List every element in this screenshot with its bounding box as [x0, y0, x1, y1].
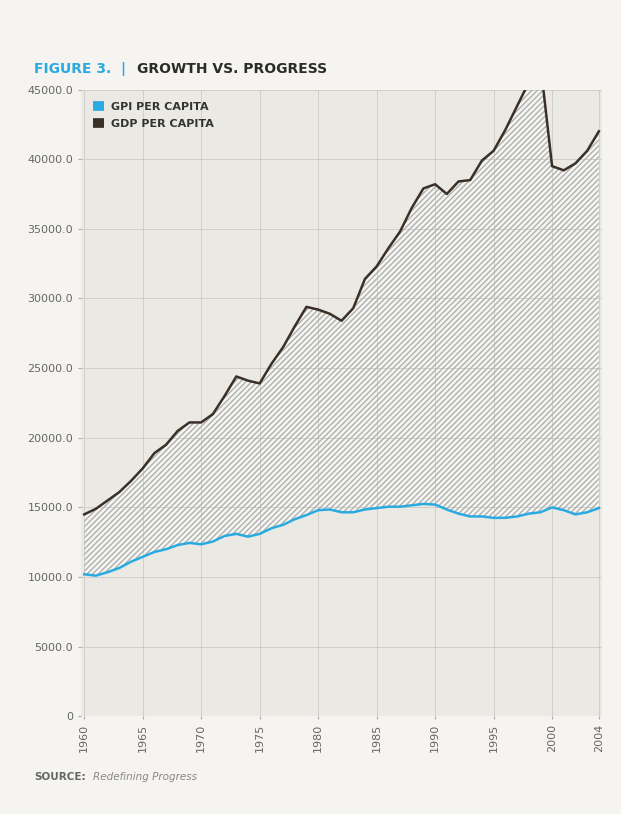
Text: SOURCE:: SOURCE: — [34, 772, 86, 782]
Text: FIGURE 3.  |: FIGURE 3. | — [34, 62, 136, 77]
Text: Redefining Progress: Redefining Progress — [93, 772, 197, 782]
Text: GROWTH VS. PROGRESS: GROWTH VS. PROGRESS — [137, 62, 327, 77]
Legend: GPI PER CAPITA, GDP PER CAPITA: GPI PER CAPITA, GDP PER CAPITA — [87, 95, 220, 135]
